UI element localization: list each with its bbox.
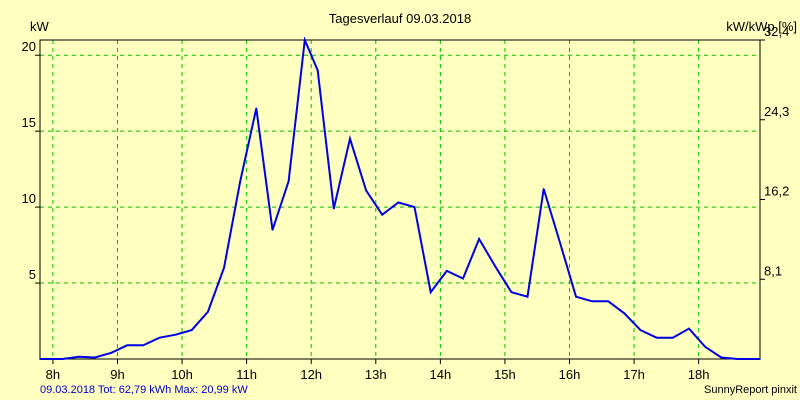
data-point — [333, 207, 335, 210]
data-point — [736, 358, 739, 360]
data-point — [77, 355, 80, 358]
x-tick-label: 8h — [46, 367, 60, 382]
data-point — [704, 346, 706, 348]
data-point — [94, 356, 96, 359]
data-point — [639, 329, 642, 331]
data-point — [271, 229, 274, 231]
footer-summary: 09.03.2018 Tot: 62,79 kWh Max: 20,99 kW — [40, 384, 248, 396]
data-point — [688, 327, 690, 330]
data-point — [559, 241, 561, 243]
data-point — [381, 213, 384, 216]
data-point — [316, 69, 319, 72]
data-point — [429, 291, 432, 293]
data-point — [462, 277, 464, 280]
data-point — [303, 39, 306, 41]
data-point — [158, 336, 161, 339]
data-point — [207, 311, 209, 313]
data-point — [655, 336, 658, 339]
data-point — [126, 344, 128, 347]
x-tick-label: 13h — [365, 367, 387, 382]
data-point — [142, 344, 145, 347]
y-axis-right-label: kW/kWp [%] — [726, 19, 797, 34]
x-tick-label: 11h — [236, 367, 257, 382]
y-tick-label-left: 5 — [29, 267, 36, 282]
data-point — [287, 180, 290, 183]
data-point — [239, 180, 241, 183]
data-point — [494, 265, 497, 268]
grid-layer — [40, 40, 760, 359]
y-tick-label-right: 24,3 — [764, 104, 789, 119]
chart-title: Tagesverlauf 09.03.2018 — [329, 11, 471, 26]
data-point — [542, 188, 545, 190]
series-layer — [39, 36, 761, 360]
x-tick-label: 16h — [559, 367, 581, 382]
y-tick-label-right: 16,2 — [764, 184, 789, 199]
x-tick-label: 17h — [623, 367, 645, 382]
data-point — [526, 295, 529, 298]
data-point — [591, 300, 593, 303]
data-point — [365, 189, 367, 192]
data-point — [607, 300, 610, 303]
y-tick-label-right: 8,1 — [764, 263, 782, 278]
x-tick-label: 10h — [171, 367, 193, 382]
data-point — [759, 358, 761, 360]
x-tick-label: 18h — [688, 367, 710, 382]
y-tick-label-left: 15 — [22, 115, 36, 130]
data-point — [110, 352, 112, 354]
data-point — [223, 267, 225, 269]
x-tick-label: 14h — [430, 367, 452, 382]
x-tick-label: 9h — [110, 367, 124, 382]
y-axis-left-label: kW — [30, 19, 50, 34]
data-point — [413, 206, 416, 208]
data-point — [255, 107, 258, 110]
y-tick-label-left: 10 — [22, 191, 36, 206]
data-point — [397, 201, 400, 204]
data-point — [349, 137, 351, 140]
data-point — [510, 291, 513, 293]
y-tick-label-left: 20 — [22, 39, 36, 54]
tick-labels: 8h 9h 10h 11h 12h 13h 14h 15h 16h 17h 18h 5 10 15 20 8,… — [22, 24, 790, 382]
data-point — [190, 329, 193, 331]
y-tick-label-right: 32,4 — [764, 24, 789, 39]
footer-credit: SunnyReport pinxit — [704, 384, 797, 396]
data-point — [39, 358, 41, 360]
data-point — [478, 238, 480, 240]
data-point — [174, 333, 177, 336]
data-point — [720, 356, 723, 359]
x-tick-label: 12h — [300, 367, 322, 382]
data-point — [575, 295, 577, 298]
data-point — [446, 270, 448, 272]
data-point — [61, 358, 64, 360]
data-point — [672, 336, 674, 339]
x-tick-label: 15h — [494, 367, 516, 382]
data-point — [623, 312, 626, 315]
